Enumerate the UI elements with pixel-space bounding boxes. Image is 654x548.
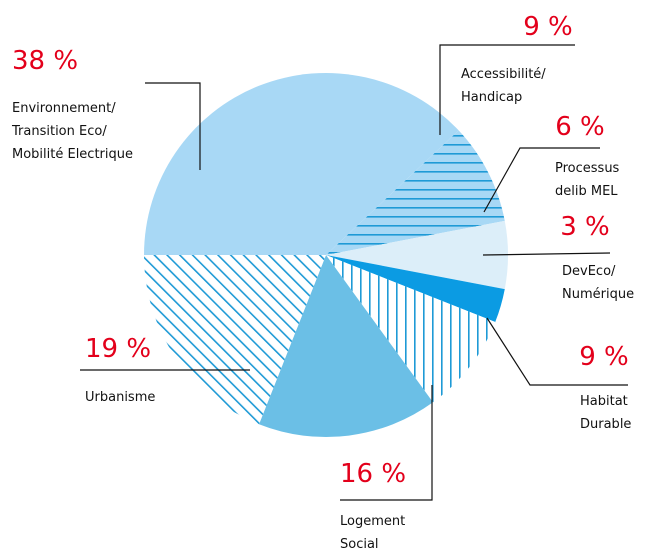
slice-label: Habitat [580,394,628,409]
slice-label: Numérique [562,287,634,302]
leader-line [439,44,575,135]
value-label: 6 % [555,112,605,142]
value-label: 19 % [85,334,151,364]
pie-slice [326,130,505,255]
pie-slice [259,255,433,437]
slice-label: Durable [580,417,631,432]
pie-slice [326,255,505,322]
slice-label: Mobilité Electrique [12,147,133,162]
slice-label: delib MEL [555,184,618,199]
pie-slice [326,220,508,290]
value-label: 38 % [12,46,78,76]
value-label: 16 % [340,459,406,489]
pie-slice [326,255,496,403]
slice-label: Social [340,537,379,548]
pie-slice [144,255,326,425]
slice-label: Processus [555,161,620,176]
leader-line [145,82,201,170]
slice-label: Handicap [461,90,522,105]
slice-label: DevEco/ [562,264,616,279]
value-label: 3 % [560,212,610,242]
slice-label: Urbanisme [85,390,155,405]
leader-line [486,317,628,386]
value-label: 9 % [523,12,573,42]
pie-slice [144,72,459,256]
slice-label: Accessibilité/ [461,67,546,82]
leader-line [340,385,433,501]
slice-label: Logement [340,514,405,529]
leader-line [483,147,600,213]
leader-line [482,252,611,256]
slice-label: Environnement/ [12,101,116,116]
value-label: 9 % [579,342,629,372]
slice-label: Transition Eco/ [11,124,107,139]
